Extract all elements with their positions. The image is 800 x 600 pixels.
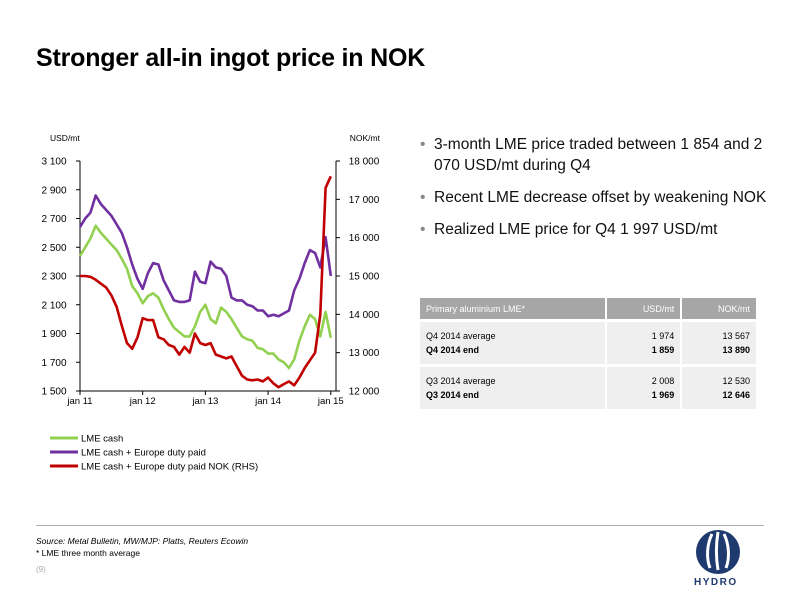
hydro-logo-icon	[696, 530, 740, 574]
y-tick-label-right: 16 000	[349, 233, 380, 244]
y-axis-label-right: NOK/mt	[350, 133, 381, 143]
bullet-item: • 3-month LME price traded between 1 854 …	[420, 136, 763, 174]
x-tick-label: jan 13	[191, 396, 218, 407]
table-row: Q3 2014 average 2 008 12 530	[420, 374, 756, 388]
bullet-item: • Recent LME decrease offset by weakening…	[420, 189, 767, 206]
logo-wordmark: HYDRO	[694, 577, 738, 588]
x-tick-label: jan 12	[129, 396, 156, 407]
bullet-list: • 3-month LME price traded between 1 854 …	[420, 134, 780, 251]
source-note: Source: Metal Bulletin, MW/MJP: Platts, …	[36, 536, 249, 546]
series-line	[80, 175, 332, 389]
y-tick-label-right: 14 000	[349, 310, 380, 321]
table-header: NOK/mt	[680, 298, 756, 319]
y-tick-label-left: 2 500	[41, 243, 66, 254]
y-tick-label-right: 17 000	[349, 195, 380, 206]
table-header-row: Primary aluminium LME* USD/mt NOK/mt	[420, 298, 756, 319]
footnote: * LME three month average	[36, 548, 140, 558]
legend-label: LME cash + Europe duty paid NOK (RHS)	[81, 462, 258, 473]
y-tick-label-left: 3 100	[41, 157, 66, 168]
x-tick-label: jan 11	[66, 396, 92, 407]
y-tick-label-left: 1 900	[41, 329, 66, 340]
table-header: Primary aluminium LME*	[420, 298, 606, 319]
table-row: Q4 2014 average 1 974 13 567	[420, 329, 756, 343]
legend-label: LME cash + Europe duty paid	[81, 448, 206, 459]
bullet-dot-icon: •	[420, 221, 426, 238]
lme-price-table: Primary aluminium LME* USD/mt NOK/mt Q4 …	[420, 298, 756, 409]
table-header: USD/mt	[604, 298, 682, 319]
table-row: Q3 2014 end 1 969 12 646	[420, 388, 756, 402]
y-tick-label-left: 2 700	[41, 214, 66, 225]
y-tick-label-left: 1 700	[41, 358, 66, 369]
y-tick-label-left: 2 100	[41, 300, 66, 311]
slide-title: Stronger all-in ingot price in NOK	[36, 44, 426, 72]
bullet-dot-icon: •	[420, 189, 426, 206]
y-tick-label-right: 15 000	[349, 272, 380, 283]
bullet-dot-icon: •	[420, 136, 426, 153]
series-line	[78, 224, 333, 370]
footer-divider	[36, 525, 764, 526]
page-number: (9)	[36, 565, 46, 574]
y-tick-label-left: 2 900	[41, 185, 66, 196]
x-tick-label: jan 15	[317, 396, 344, 407]
y-tick-label-right: 18 000	[349, 157, 380, 168]
table-row: Q4 2014 end 1 859 13 890	[420, 343, 756, 357]
series-line	[78, 194, 333, 318]
y-tick-label-right: 12 000	[349, 387, 380, 398]
y-tick-label-right: 13 000	[349, 348, 380, 359]
y-tick-label-left: 1 500	[41, 387, 66, 398]
x-tick-label: jan 14	[254, 396, 281, 407]
y-tick-label-left: 2 300	[41, 272, 66, 283]
legend-label: LME cash	[81, 434, 123, 445]
bullet-item: • Realized LME price for Q4 1 997 USD/mt	[420, 221, 718, 238]
y-axis-label-left: USD/mt	[50, 133, 80, 143]
